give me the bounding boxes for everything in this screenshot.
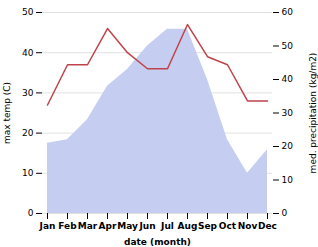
svg-text:0: 0	[28, 208, 34, 218]
svg-text:50: 50	[282, 41, 294, 51]
svg-text:Oct: Oct	[219, 221, 237, 231]
svg-text:10: 10	[282, 175, 294, 185]
svg-text:30: 30	[282, 108, 294, 118]
svg-text:Feb: Feb	[58, 221, 77, 231]
svg-text:Aug: Aug	[178, 221, 198, 231]
svg-text:50: 50	[22, 7, 34, 17]
svg-text:40: 40	[22, 48, 34, 58]
svg-text:20: 20	[282, 141, 294, 151]
svg-text:date (month): date (month)	[124, 237, 191, 247]
svg-text:Sep: Sep	[198, 221, 218, 231]
svg-text:20: 20	[22, 128, 34, 138]
svg-text:Jul: Jul	[160, 221, 174, 231]
svg-text:Jan: Jan	[39, 221, 56, 231]
svg-text:med. precipitation (kg/m2): med. precipitation (kg/m2)	[308, 53, 318, 174]
svg-text:May: May	[117, 221, 138, 231]
svg-text:Dec: Dec	[258, 221, 277, 231]
svg-text:max temp (C): max temp (C)	[2, 82, 12, 144]
svg-text:60: 60	[282, 7, 294, 17]
svg-text:Jun: Jun	[138, 221, 155, 231]
svg-text:Nov: Nov	[238, 221, 258, 231]
svg-text:30: 30	[22, 88, 34, 98]
svg-text:10: 10	[22, 168, 34, 178]
svg-text:Apr: Apr	[99, 221, 117, 231]
svg-text:0: 0	[282, 208, 288, 218]
svg-text:40: 40	[282, 74, 294, 84]
svg-text:Mar: Mar	[78, 221, 98, 231]
